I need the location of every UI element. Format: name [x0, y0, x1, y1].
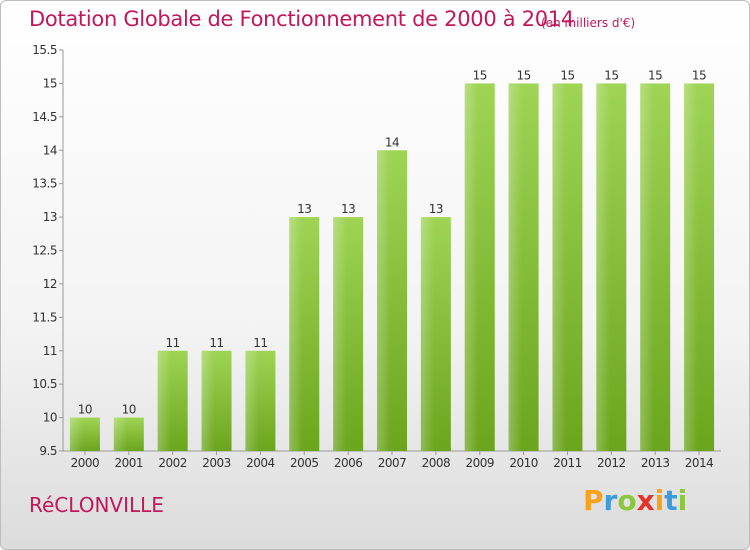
y-tick-label: 10.5 [32, 377, 57, 391]
logo-letter: t [664, 484, 678, 517]
logo-letter: i [654, 484, 665, 517]
x-tick-label: 2005 [290, 456, 319, 470]
data-label: 15 [604, 68, 618, 82]
data-label: 15 [516, 68, 530, 82]
bar-highlight [245, 350, 259, 451]
bar-highlight [377, 150, 391, 451]
x-tick-label: 2008 [422, 456, 451, 470]
bar-highlight [596, 83, 610, 452]
data-label: 10 [122, 403, 136, 417]
data-label: 13 [341, 202, 355, 216]
data-label: 13 [297, 202, 311, 216]
x-tick-label: 2009 [465, 456, 494, 470]
logo-letter: o [617, 484, 637, 517]
data-label: 15 [648, 68, 662, 82]
chart-title: Dotation Globale de Fonctionnement de 20… [29, 7, 574, 31]
bar-highlight [289, 217, 303, 451]
x-tick-label: 2012 [597, 456, 626, 470]
logo-letter: x [636, 484, 655, 517]
bar-highlight [552, 83, 566, 452]
bar-highlight [684, 83, 698, 452]
bar-highlight [420, 217, 435, 451]
bar-highlight [69, 417, 84, 451]
bar-highlight [113, 417, 128, 451]
y-tick-label: 12.5 [32, 244, 57, 258]
bar-highlight [508, 83, 523, 452]
x-tick-label: 2007 [378, 456, 407, 470]
data-label: 13 [429, 202, 443, 216]
town-name: RéCLONVILLE [29, 493, 164, 517]
data-label: 11 [253, 336, 267, 350]
x-tick-label: 2002 [158, 456, 187, 470]
y-tick-label: 11.5 [32, 310, 57, 324]
bar-highlight [464, 83, 479, 452]
bar-highlight [201, 350, 216, 451]
data-label: 15 [560, 68, 574, 82]
bar-highlight [157, 350, 172, 451]
y-tick-label: 15.5 [32, 43, 57, 57]
x-tick-label: 2001 [115, 456, 144, 470]
data-label: 14 [385, 135, 399, 149]
data-label: 15 [692, 68, 706, 82]
data-label: 11 [209, 336, 223, 350]
x-tick-label: 2011 [553, 456, 582, 470]
data-label: 10 [78, 403, 92, 417]
x-tick-label: 2010 [509, 456, 538, 470]
proxiti-logo: Proxiti [583, 484, 687, 517]
y-tick-label: 13 [43, 210, 57, 224]
logo-letter: P [583, 484, 604, 517]
y-tick-label: 10 [43, 411, 57, 425]
y-tick-label: 11 [43, 344, 57, 358]
bar-highlight [640, 83, 654, 452]
chart-subtitle: (en milliers d'€) [541, 16, 636, 30]
x-tick-label: 2013 [641, 456, 670, 470]
logo-letter: r [603, 484, 618, 517]
data-label: 15 [473, 68, 487, 82]
x-tick-label: 2004 [246, 456, 275, 470]
x-tick-label: 2006 [334, 456, 363, 470]
x-tick-label: 2003 [202, 456, 231, 470]
y-tick-label: 14 [43, 143, 57, 157]
y-tick-label: 14.5 [32, 110, 57, 124]
bar-highlight [333, 217, 347, 451]
y-tick-label: 12 [43, 277, 57, 291]
x-tick-label: 2000 [71, 456, 100, 470]
x-tick-label: 2014 [685, 456, 714, 470]
y-tick-label: 15 [43, 76, 57, 90]
logo-letter: i [677, 484, 688, 517]
data-label: 11 [166, 336, 180, 350]
y-tick-label: 13.5 [32, 177, 57, 191]
y-tick-label: 9.5 [39, 444, 57, 458]
